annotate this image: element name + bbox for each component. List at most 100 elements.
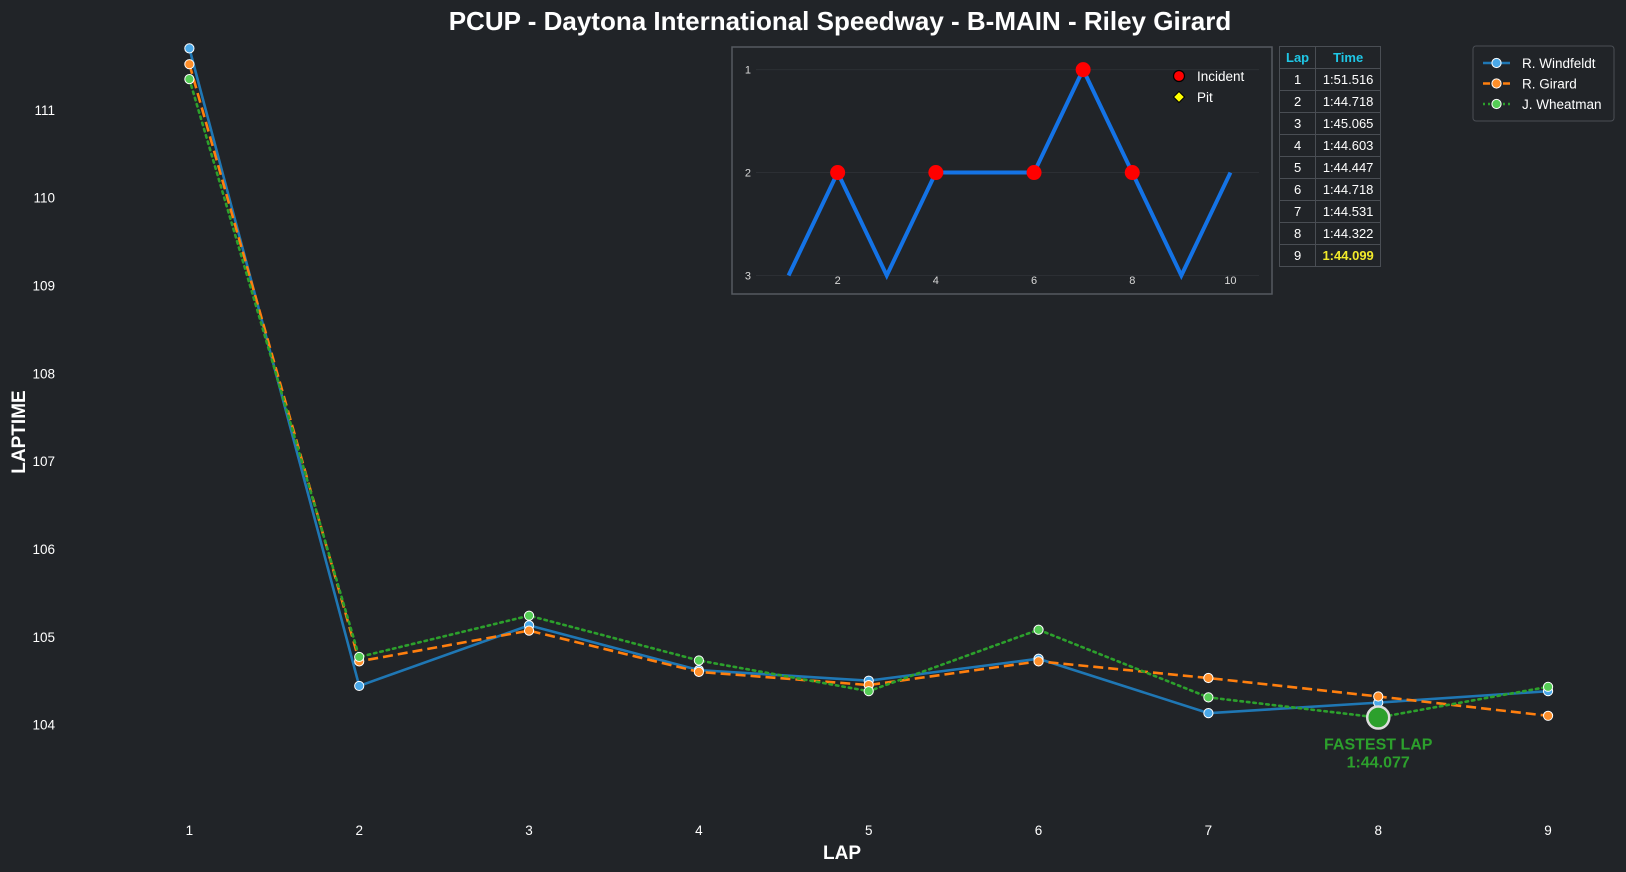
lap-time: 1:44.531 — [1315, 200, 1382, 223]
incident-marker — [1075, 62, 1091, 78]
inset-legend-label: Incident — [1197, 69, 1245, 84]
data-point — [1203, 708, 1214, 719]
data-point — [184, 74, 195, 85]
x-tick-label: 4 — [695, 823, 703, 838]
data-point — [1542, 710, 1554, 721]
x-tick-label: 2 — [355, 823, 363, 838]
lap-time: 1:44.603 — [1315, 134, 1382, 157]
data-point — [523, 610, 535, 621]
x-axis-label: LAP — [823, 843, 861, 864]
y-tick-label: 108 — [32, 366, 55, 381]
data-point — [693, 655, 704, 666]
lap-number: 7 — [1278, 200, 1317, 223]
fastest-lap-label: FASTEST LAP — [1324, 737, 1433, 754]
inset-x-tick-label: 6 — [1031, 275, 1037, 287]
pit-legend-marker — [1172, 90, 1186, 104]
incident-legend-marker — [1172, 69, 1186, 83]
lap-time-table: Lap Time 1 1:51.516 2 1:44.718 3 1:45.065 4… — [1278, 46, 1382, 267]
legend-box — [1472, 45, 1615, 122]
lap-column-header: Lap — [1278, 46, 1317, 69]
legend-label: J. Wheatman — [1522, 97, 1602, 112]
y-tick-label: 105 — [32, 630, 55, 645]
inset-y-tick-label: 3 — [745, 270, 751, 282]
table-row: 2 1:44.718 — [1278, 90, 1382, 113]
data-point — [1203, 692, 1214, 703]
data-point — [693, 666, 704, 677]
x-tick-label: 6 — [1035, 823, 1043, 838]
lap-time: 1:44.718 — [1315, 178, 1382, 201]
lap-time: 1:45.065 — [1315, 112, 1382, 135]
lap-number: 3 — [1278, 112, 1317, 135]
fastest-lap-annotation: FASTEST LAP 1:44.077 — [1324, 705, 1433, 772]
x-tick-label: 3 — [525, 823, 533, 838]
lap-time: 1:51.516 — [1315, 68, 1382, 91]
table-row: 6 1:44.718 — [1278, 178, 1382, 201]
inset-legend-label: Pit — [1197, 90, 1213, 105]
lap-number: 1 — [1278, 68, 1317, 91]
table-row: 7 1:44.531 — [1278, 200, 1382, 223]
fastest-lap-marker — [1365, 705, 1391, 730]
position-line — [786, 64, 1233, 281]
inset-frame — [731, 46, 1273, 295]
data-point — [354, 680, 365, 692]
fastest-lap-time: 1:44.077 — [1347, 755, 1410, 772]
table-header-row: Lap Time — [1278, 46, 1382, 69]
inset-x-tick-label: 10 — [1224, 275, 1236, 287]
lap-time: 1:44.099 — [1315, 244, 1382, 267]
data-point — [863, 686, 874, 697]
y-tick-label: 106 — [32, 542, 55, 557]
series-line-r-girard — [188, 63, 1549, 718]
lap-time: 1:44.322 — [1315, 222, 1382, 245]
y-tick-label: 110 — [33, 191, 55, 206]
legend-marker — [1491, 57, 1502, 69]
x-tick-label: 8 — [1374, 823, 1382, 838]
incident-marker — [1124, 165, 1140, 181]
legend-marker — [1491, 78, 1502, 89]
lap-number: 5 — [1278, 156, 1317, 179]
y-axis-label: LAPTIME — [9, 390, 30, 473]
lap-time: 1:44.447 — [1315, 156, 1382, 179]
lap-time: 1:44.718 — [1315, 90, 1382, 113]
y-tick-label: 109 — [32, 278, 55, 293]
time-column-header: Time — [1315, 46, 1382, 69]
y-tick-label: 107 — [32, 454, 55, 469]
incident-marker — [830, 165, 846, 181]
incident-marker — [1026, 165, 1042, 181]
table-row: 4 1:44.603 — [1278, 134, 1382, 157]
table-row: 1 1:51.516 — [1278, 68, 1382, 91]
x-tick-label: 9 — [1544, 823, 1552, 838]
inset-legend: Incident Pit — [1172, 69, 1245, 105]
legend-label: R. Girard — [1522, 77, 1577, 92]
chart-title: PCUP - Daytona International Speedway - … — [449, 6, 1232, 36]
data-point — [1033, 624, 1044, 635]
incident-marker — [928, 165, 944, 181]
table-row: 3 1:45.065 — [1278, 112, 1382, 135]
lap-number: 9 — [1278, 244, 1317, 267]
data-point — [1542, 681, 1554, 692]
inset-x-tick-label: 2 — [835, 275, 841, 287]
data-point — [523, 625, 535, 636]
y-tick-label: 104 — [32, 718, 55, 733]
data-point — [184, 59, 195, 70]
table-row: 5 1:44.447 — [1278, 156, 1382, 179]
inset-y-tick-label: 2 — [745, 168, 751, 180]
data-point — [184, 43, 195, 54]
legend-marker — [1491, 98, 1502, 110]
inset-y-tick-label: 1 — [745, 65, 751, 77]
table-row: 9 1:44.099 — [1278, 244, 1382, 267]
data-point — [1033, 656, 1044, 667]
lap-number: 2 — [1278, 90, 1317, 113]
x-tick-label: 5 — [865, 823, 873, 838]
x-tick-label: 1 — [186, 823, 194, 838]
data-point — [1203, 672, 1214, 684]
lap-number: 8 — [1278, 222, 1317, 245]
legend: R. Windfeldt R. Girard J. Wheatman — [1472, 45, 1615, 122]
x-tick-label: 7 — [1205, 823, 1213, 838]
table-row: 8 1:44.322 — [1278, 222, 1382, 245]
legend-label: R. Windfeldt — [1522, 56, 1596, 71]
data-point — [1373, 691, 1384, 702]
inset-x-tick-label: 4 — [933, 275, 939, 287]
y-tick-label: 111 — [34, 103, 55, 118]
